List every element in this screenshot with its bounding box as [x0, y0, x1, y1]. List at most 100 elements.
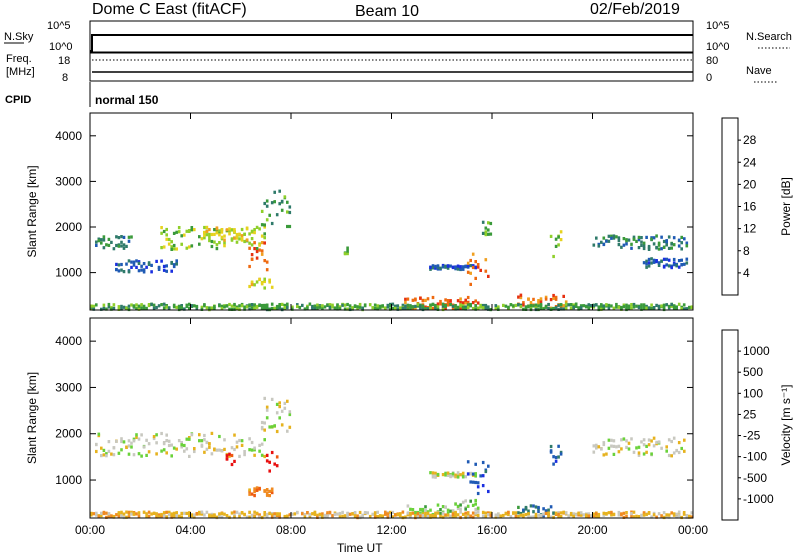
velocity-cell [258, 449, 261, 453]
power-cell [627, 306, 631, 310]
power-cell [223, 305, 226, 309]
power-cell [275, 307, 279, 311]
power-cell [532, 304, 535, 308]
power-cell [484, 258, 488, 262]
velocity-cell [107, 515, 111, 519]
velocity-cell [672, 513, 676, 517]
velocity-cell [469, 480, 472, 484]
velocity-cell [100, 514, 103, 518]
power-cell [461, 305, 465, 309]
velocity-cell [195, 512, 199, 516]
velocity-cell [602, 513, 606, 517]
velocity-cell [97, 432, 101, 436]
velocity-cell [439, 508, 442, 512]
power-cell [630, 306, 633, 310]
power-cell [617, 236, 621, 240]
power-cell [660, 247, 663, 251]
velocity-cell [605, 512, 608, 516]
velocity-cell [366, 511, 369, 515]
power-cell [296, 303, 299, 307]
power-cell [225, 228, 229, 232]
velocity-cell [451, 474, 455, 478]
power-cell [469, 271, 472, 275]
velocity-cell [137, 452, 141, 456]
power-cell [240, 238, 244, 242]
power-cell [436, 302, 440, 306]
velocity-cell [95, 449, 98, 454]
velocity-cell [235, 445, 239, 449]
power-cell [130, 303, 133, 307]
velocity-cell [549, 515, 553, 519]
power-cell [115, 267, 118, 272]
power-cell [160, 226, 163, 230]
power-cell [436, 267, 440, 271]
velocity-cell [547, 511, 550, 515]
power-cell [564, 300, 568, 304]
power-cell [127, 235, 131, 239]
velocity-cell [255, 511, 259, 515]
power-cell [195, 304, 199, 309]
power-cell [394, 306, 397, 310]
velocity-cell [449, 509, 452, 513]
velocity-cell [667, 515, 671, 519]
velocity-cell [185, 447, 189, 451]
power-cell [459, 265, 462, 269]
velocity-cell [562, 510, 565, 514]
power-cell [313, 304, 317, 308]
power-cell [248, 303, 251, 307]
power-cell [670, 246, 673, 250]
velocity-cell [592, 450, 596, 454]
power-cell [682, 307, 686, 311]
power-cell [263, 286, 266, 290]
power-cell [431, 266, 435, 270]
power-cell [461, 301, 465, 305]
power-cell [248, 232, 251, 236]
power-cell [484, 303, 488, 308]
power-cell [137, 307, 141, 311]
power-cell [100, 307, 103, 311]
power-cell [270, 302, 274, 306]
velocity-cell [585, 514, 588, 518]
power-cell [597, 244, 601, 248]
power-cell [343, 307, 347, 311]
power-cell [117, 263, 121, 267]
power-cell [270, 201, 274, 205]
velocity-cell [582, 513, 586, 517]
velocity-cell [590, 514, 593, 518]
velocity-cell [542, 514, 545, 518]
velocity-cell [95, 511, 98, 515]
power-cell [454, 304, 457, 308]
velocity-cell [200, 443, 204, 447]
nsky-trace [90, 34, 693, 52]
power-cell [260, 241, 264, 245]
power-cell [509, 303, 513, 307]
velocity-cell [529, 504, 533, 508]
velocity-cell [544, 511, 548, 515]
velocity-cell [632, 510, 636, 514]
velocity-cell [401, 510, 405, 514]
power-cell [602, 307, 606, 311]
power-cell [461, 265, 465, 269]
velocity-cell [162, 442, 166, 446]
velocity-cell [409, 511, 412, 515]
velocity-cell [270, 491, 274, 495]
power-cell [607, 303, 611, 307]
velocity-cell [283, 401, 287, 405]
velocity-cell [230, 453, 234, 458]
velocity-cell [205, 510, 209, 514]
velocity-cell [600, 447, 603, 451]
velocity-cell [617, 510, 621, 515]
power-cell [529, 304, 533, 308]
velocity-cell [200, 510, 204, 514]
velocity-cell [230, 462, 234, 467]
velocity-cell [424, 511, 427, 516]
power-cell [657, 263, 661, 267]
velocity-cell [446, 508, 450, 512]
velocity-cell [444, 473, 447, 477]
power-cell [298, 305, 302, 310]
power-cell [474, 276, 477, 280]
power-cell [564, 302, 568, 306]
velocity-cell [532, 515, 535, 519]
power-cell [672, 306, 676, 310]
power-cell [449, 303, 452, 307]
